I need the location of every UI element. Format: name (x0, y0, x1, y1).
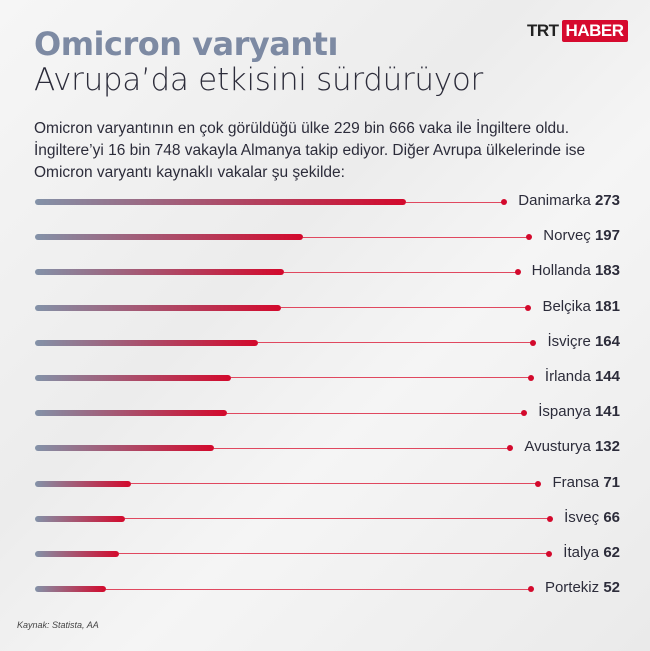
value-label: 183 (594, 262, 620, 280)
chart-row: İtalya 62 (35, 540, 620, 575)
bar-3 (35, 304, 281, 311)
value-label: 181 (594, 297, 620, 315)
bar-label: Hollanda 183 (532, 262, 620, 279)
leader-dot (546, 550, 552, 557)
category-label: Norveç (543, 227, 591, 245)
category-label: İspanya (538, 403, 591, 421)
value-label: 52 (603, 579, 620, 597)
value-label: 197 (594, 227, 620, 245)
chart-row: Portekiz 52 (35, 575, 620, 610)
value-label: 164 (594, 332, 620, 350)
leader-dot (535, 480, 541, 487)
value-label: 141 (594, 403, 620, 421)
page-subtitle: Avrupa’da etkisini sürdürüyor (34, 62, 483, 98)
source-note: Kaynak: Statista, AA (17, 620, 99, 630)
leader-dot (547, 515, 553, 522)
chart-row: Hollanda 183 (35, 258, 620, 293)
chart-row: Danimarka 273 (35, 188, 620, 223)
bar-label: Fransa 71 (552, 474, 620, 491)
category-label: Hollanda (531, 262, 591, 280)
category-label: İsviçre (547, 332, 591, 350)
bar-4 (35, 339, 258, 346)
leader-line (281, 307, 528, 309)
leader-line (106, 588, 531, 590)
leader-dot (507, 445, 513, 452)
leader-line (406, 201, 504, 203)
bar-label: Norveç 197 (543, 227, 620, 244)
category-label: Danimarka (518, 192, 591, 209)
chart-row: Fransa 71 (35, 470, 620, 505)
trt-haber-logo: TRT HABER (527, 20, 628, 42)
category-label: İrlanda (544, 367, 591, 385)
leader-line (258, 342, 533, 344)
bar-label: İsviçre 164 (547, 333, 620, 350)
bar-chart: Danimarka 273 Norveç 197 Hollanda 183 Belçi… (35, 188, 620, 610)
bar-label: İsveç 66 (564, 509, 620, 526)
bar-9 (35, 515, 125, 522)
leader-dot (525, 304, 531, 311)
page-title: Omicron varyantı (34, 25, 338, 63)
bar-10 (35, 550, 120, 557)
category-label: Avusturya (524, 438, 591, 456)
value-label: 66 (603, 508, 620, 526)
bar-11 (35, 586, 106, 593)
category-label: Portekiz (544, 579, 600, 597)
logo-trt: TRT (527, 21, 559, 40)
bar-6 (35, 410, 227, 417)
bar-0 (35, 199, 406, 205)
bar-label: İrlanda 144 (545, 368, 620, 385)
bar-2 (35, 269, 284, 276)
bar-label: İspanya 141 (538, 403, 620, 420)
chart-row: İrlanda 144 (35, 364, 620, 399)
leader-line (303, 236, 529, 238)
value-label: 273 (594, 192, 620, 209)
intro-text: Omicron varyantının en çok görüldüğü ülk… (34, 120, 586, 181)
value-label: 62 (603, 543, 620, 561)
leader-line (284, 271, 518, 273)
bar-label: İtalya 62 (563, 544, 620, 561)
leader-line (131, 483, 538, 484)
category-label: İsveç (564, 508, 600, 526)
bar-label: Danimarka 273 (518, 192, 620, 209)
value-label: 144 (594, 367, 620, 385)
leader-dot (526, 234, 532, 241)
logo-haber: HABER (561, 20, 628, 42)
value-label: 71 (603, 473, 620, 491)
category-label: Belçika (542, 297, 591, 315)
chart-row: Norveç 197 (35, 223, 620, 258)
leader-line (231, 377, 531, 379)
leader-dot (528, 586, 534, 593)
leader-line (125, 518, 550, 520)
category-label: İtalya (563, 543, 600, 561)
bar-5 (35, 374, 231, 381)
bar-7 (35, 445, 215, 452)
chart-row: Avusturya 132 (35, 434, 620, 469)
leader-dot (530, 339, 536, 346)
category-label: Fransa (552, 473, 600, 491)
chart-row: İsveç 66 (35, 505, 620, 540)
chart-row: İspanya 141 (35, 399, 620, 434)
leader-line (227, 412, 524, 414)
value-label: 132 (594, 438, 620, 456)
leader-dot (528, 374, 534, 381)
leader-dot (501, 199, 507, 205)
bar-8 (35, 480, 132, 487)
bar-label: Avusturya 132 (524, 438, 620, 455)
leader-dot (515, 269, 521, 276)
leader-line (214, 447, 510, 449)
leader-line (119, 553, 549, 555)
leader-dot (521, 410, 527, 417)
chart-row: İsviçre 164 (35, 329, 620, 364)
bar-label: Portekiz 52 (545, 579, 620, 596)
bar-1 (35, 234, 303, 241)
chart-row: Belçika 181 (35, 294, 620, 329)
bar-label: Belçika 181 (542, 298, 620, 315)
